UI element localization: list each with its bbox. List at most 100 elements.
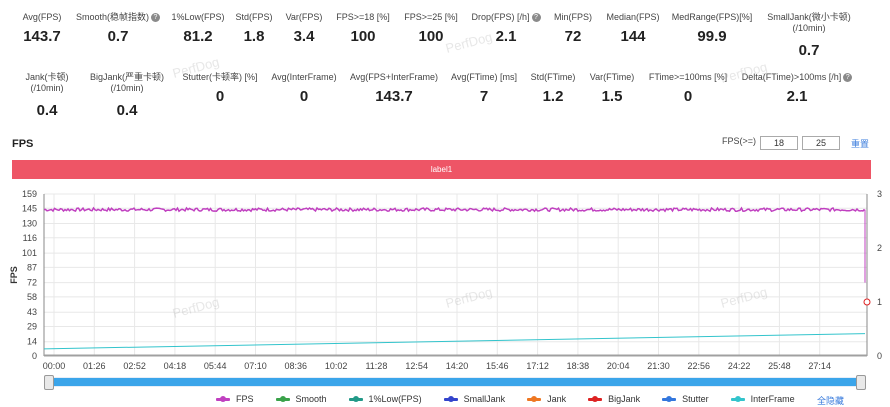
metric-value: 100 [350,28,376,45]
legend-swatch [662,395,677,402]
metric-value: 0.4 [36,102,58,119]
metric-value: 1.8 [243,28,265,45]
fps-chart[interactable]: 0 14 29 43 58 72 87 101 116 130 145 159 0 1 2 3 00:00 01:… [0,185,890,375]
bigjank-marker [863,298,871,306]
y-tick-label: 145 [22,203,37,213]
legend-marker [592,395,599,402]
legend-marker [666,395,673,402]
y-tick-label: 159 [22,189,37,199]
metric-value: 143.7 [375,88,413,105]
y-tick-label: 87 [27,262,37,272]
metric-value: 1.5 [601,88,623,105]
y-right-tick-label: 2 [877,243,882,253]
metric-value: 2.1 [786,88,808,105]
y-tick-label: 116 [23,233,37,243]
legend-label: Jank [547,394,567,404]
x-tick-label: 12:54 [405,361,428,371]
help-icon[interactable]: ? [531,13,541,23]
help-icon[interactable]: ? [843,73,853,83]
y-tick-label: 130 [22,219,37,229]
legend-label: SmallJank [463,394,506,404]
metric-label: Avg(InterFrame) [271,72,337,82]
metric: FPS>=18 [%] 100 [303,12,423,45]
x-tick-label: 27:14 [808,361,831,371]
scrollbar-right-handle[interactable] [856,375,866,390]
hide-all-link[interactable]: 全隐藏 [817,396,845,406]
legend-label: Smooth [295,394,327,404]
x-tick-label: 21:30 [647,361,670,371]
scrollbar-range[interactable] [44,378,862,386]
metric: Std(FPS) 1.8 [194,12,314,45]
y-tick-label: 101 [22,248,37,258]
scrollbar-left-handle[interactable] [44,375,54,390]
metric-value: 0.4 [116,102,138,119]
x-tick-label: 14:20 [446,361,469,371]
x-tick-label: 10:02 [325,361,348,371]
metric: FPS>=25 [%] 100 [371,12,491,45]
legend-item-jank[interactable]: Jank [527,394,566,404]
metric-value: 0 [299,88,309,105]
chart-legend: FPS Smooth 1%Low(FPS) SmallJank Jank BigJank S… [216,394,817,404]
metric-value: 143.7 [23,28,61,45]
metric-label: Std(FPS) [235,12,273,22]
x-tick-label: 00:00 [43,361,66,371]
x-tick-label: 08:36 [285,361,308,371]
y-tick-label: 14 [27,337,37,347]
legend-item-smooth[interactable]: Smooth [275,394,327,404]
reset-link[interactable]: 重置 [851,139,870,149]
y-right-tick-label: 0 [877,351,882,361]
metric-value: 7 [479,88,489,105]
metric-label: Var(FTime) [589,72,635,82]
legend-item-fps[interactable]: FPS [216,394,254,404]
series-fps-line [43,206,866,213]
metric: Avg(FPS) 143.7 [0,12,102,45]
metric-label: Smooth(稳帧指数)? [58,12,178,23]
legend-swatch [588,395,603,402]
metric-value: 144 [620,28,646,45]
metric-label: Stutter(卡顿率) [%] [182,72,258,82]
x-tick-label: 20:04 [607,361,630,371]
x-tick-label: 05:44 [204,361,227,371]
metric: MedRange(FPS)[%] 99.9 [652,12,772,45]
legend-item-bigjank[interactable]: BigJank [588,394,640,404]
metric-label: FTime>=100ms [%] [648,72,728,82]
metric-label: FPS>=25 [%] [404,12,458,22]
metric: Jank(卡顿) (/10min) 0.4 [0,72,107,119]
section-title: FPS [12,138,34,150]
metric-value: 0.7 [107,28,129,45]
legend-label: InterFrame [750,394,795,404]
metric-label: Drop(FPS) [/h]? [446,12,566,23]
legend-marker [734,395,741,402]
metric-value: 72 [564,28,582,45]
metric: Smooth(稳帧指数)? 0.7 [58,12,178,45]
legend-item-stutter[interactable]: Stutter [662,394,709,404]
metric-label: BigJank(严重卡顿) (/10min) [89,72,164,93]
legend-swatch [527,395,542,402]
legend-item-1-low-fps-[interactable]: 1%Low(FPS) [348,394,422,404]
y-axis-label: FPS [9,266,19,284]
x-tick-label: 15:46 [486,361,509,371]
help-icon[interactable]: ? [151,13,160,23]
metric-value: 1.2 [542,88,564,105]
metric-label: Avg(FPS) [22,12,62,22]
legend-marker [279,395,286,402]
metric-label: 1%Low(FPS) [171,12,225,22]
y-right-tick-label: 1 [877,297,882,307]
x-tick-label: 22:56 [688,361,711,371]
metric: Delta(FTime)>100ms [/h]? 2.1 [737,72,857,105]
threshold-input-2[interactable]: 25 [802,136,840,150]
metric: Avg(FPS+InterFrame) 143.7 [334,72,454,105]
metric: Stutter(卡顿率) [%] 0 [160,72,280,105]
threshold-label: FPS(>=) [722,136,757,146]
metric-label: MedRange(FPS)[%] [671,12,753,22]
legend-label: BigJank [608,394,641,404]
x-tick-label: 01:26 [83,361,106,371]
metric-label: Var(FPS) [285,12,323,22]
metric-value: 0 [215,88,225,105]
legend-item-interframe[interactable]: InterFrame [730,394,795,404]
x-tick-label: 07:10 [244,361,267,371]
label-bar[interactable]: label1 [12,160,871,179]
threshold-input-1[interactable]: 18 [760,136,798,150]
legend-marker [352,395,359,402]
legend-item-smalljank[interactable]: SmallJank [443,394,506,404]
